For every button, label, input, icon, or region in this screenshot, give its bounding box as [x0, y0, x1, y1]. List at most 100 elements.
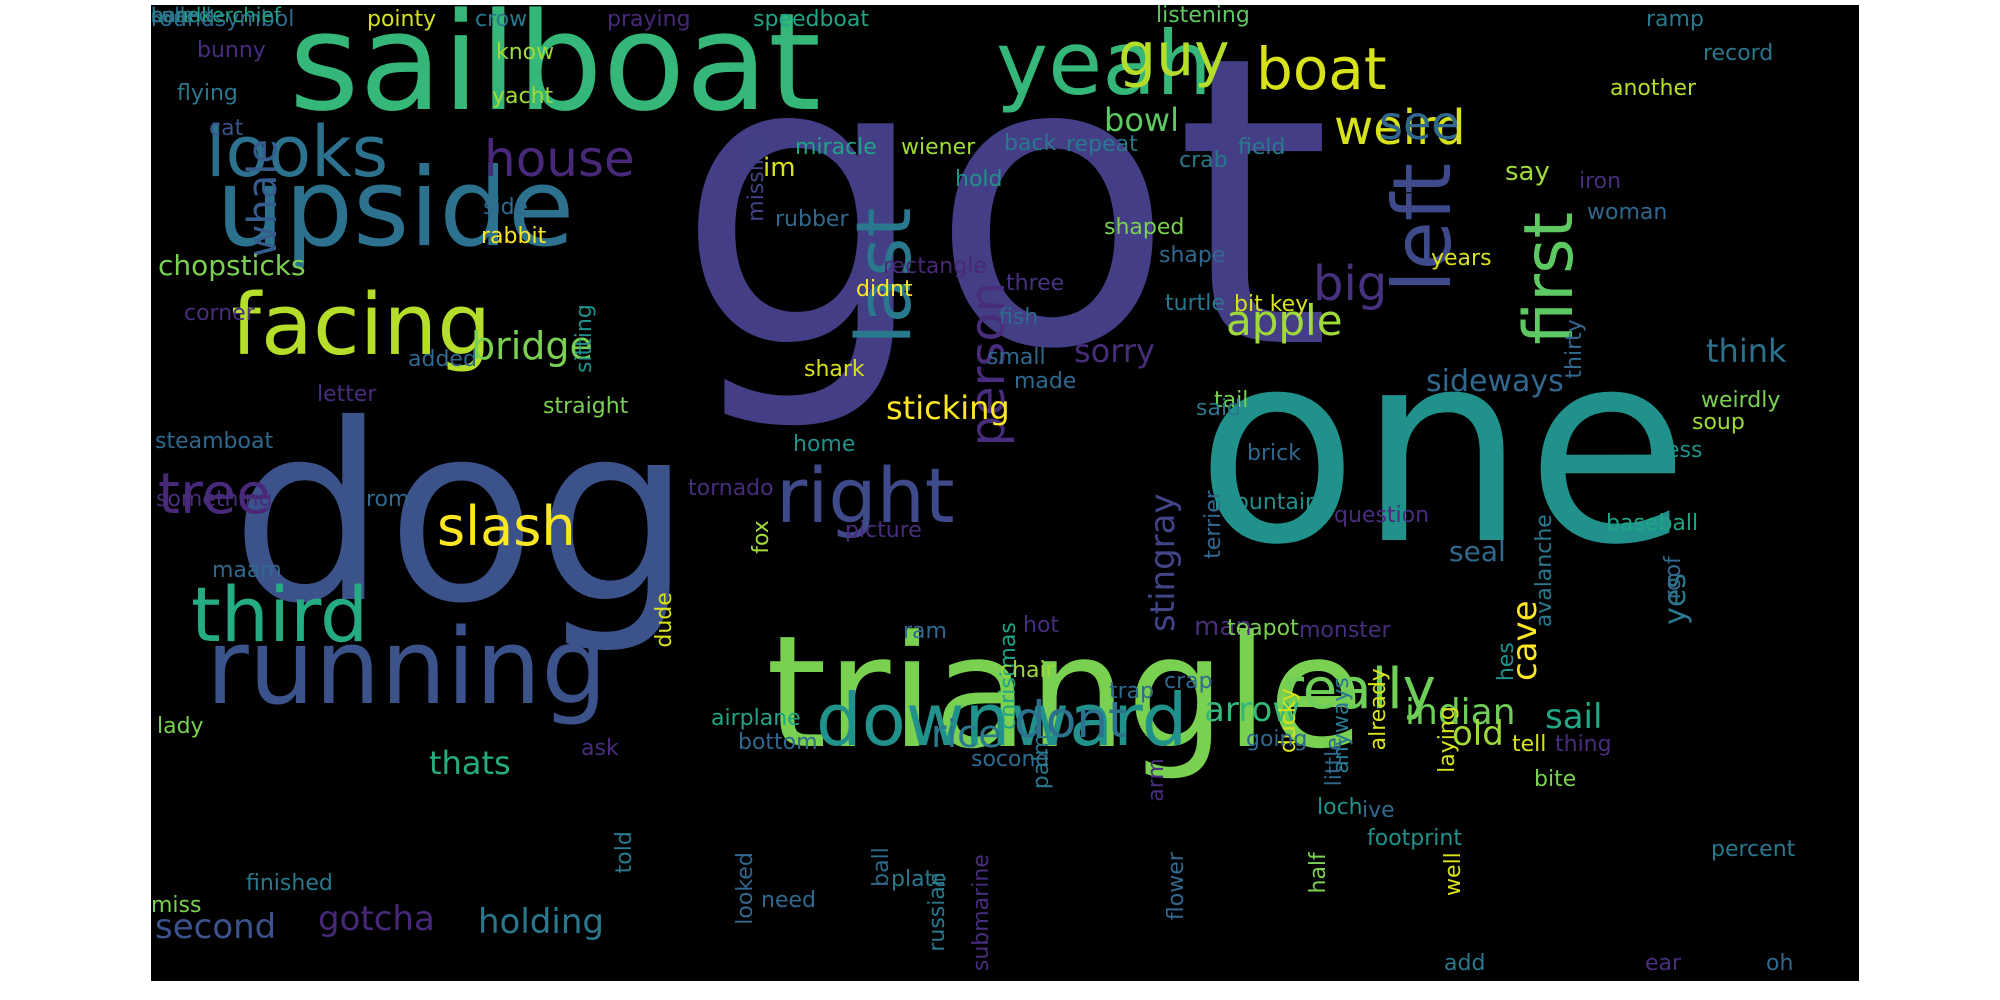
word-crap: crap: [1164, 669, 1213, 694]
word-ramp: ramp: [1646, 7, 1704, 32]
word-facing: facing: [231, 276, 492, 375]
word-lady: lady: [157, 714, 204, 739]
word-field: field: [1238, 135, 1286, 160]
word-added: added: [408, 347, 477, 372]
word-wiener: wiener: [901, 135, 976, 160]
word-praying: praying: [607, 7, 691, 32]
word-slash: slash: [437, 495, 576, 558]
word-flower: flower: [1164, 852, 1189, 921]
word-say: say: [1505, 157, 1550, 187]
word-handkerchief: handkerchief: [151, 5, 281, 27]
word-said: said: [1196, 396, 1242, 421]
word-corner: corner: [184, 301, 255, 326]
word-seal: seal: [1449, 535, 1506, 568]
word-sure: sure: [151, 5, 195, 27]
word-woman: woman: [1587, 200, 1668, 225]
word-ness: ness: [1652, 438, 1703, 463]
word-sticking: sticking: [886, 389, 1010, 427]
word-loch: loch: [1317, 795, 1363, 820]
word-bite: bite: [1534, 767, 1577, 792]
word-holding: holding: [478, 902, 604, 942]
word-plate: plate: [891, 867, 947, 892]
word-well: well: [1441, 852, 1466, 896]
word-airplane: airplane: [711, 706, 801, 731]
word-straight: straight: [543, 394, 629, 419]
word-apple: apple: [1226, 296, 1343, 345]
word-dont: dont: [1014, 691, 1128, 749]
word-speedboat: speedboat: [753, 7, 869, 32]
word-bottom: bottom: [738, 730, 818, 755]
word-think: think: [1706, 332, 1787, 370]
word-home: home: [793, 432, 856, 457]
word-really: really: [1281, 657, 1436, 722]
word-rice: rice: [931, 712, 1002, 756]
word-third: third: [191, 570, 369, 659]
word-looked: looked: [733, 852, 758, 925]
word-sitting: sitting: [572, 304, 597, 374]
word-flying: flying: [177, 81, 238, 106]
word-thirty: thirty: [1562, 319, 1587, 379]
word-running: running: [206, 606, 608, 728]
word-steamboat: steamboat: [155, 429, 274, 454]
word-baseball: baseball: [1606, 511, 1699, 536]
word-shaped: shaped: [1104, 215, 1185, 240]
word-indian: indian: [1405, 692, 1516, 733]
word-little: little: [1322, 737, 1347, 787]
word-layer: got one dog triangle sailboat upside running ye…: [151, 5, 1859, 981]
word-see: see: [1379, 96, 1460, 150]
word-back: back: [1004, 131, 1057, 156]
word-question: question: [1334, 503, 1430, 528]
word-house: house: [484, 130, 635, 188]
word-tree: tree: [158, 462, 271, 527]
word-maam: maam: [212, 558, 282, 583]
word-ear: ear: [1645, 951, 1682, 976]
word-pointy: pointy: [367, 7, 437, 32]
word-chopsticks: chopsticks: [158, 249, 306, 282]
word-made: made: [1014, 369, 1077, 394]
word-footprint: footprint: [1367, 826, 1462, 851]
word-second: second: [155, 907, 277, 947]
word-gotcha: gotcha: [318, 899, 435, 939]
word-monster: monster: [1299, 618, 1391, 643]
word-small: small: [987, 345, 1046, 370]
word-im: im: [763, 153, 796, 183]
word-rabbit: rabbit: [481, 224, 547, 249]
word-arm: arm: [1144, 758, 1169, 802]
word-dude: dude: [652, 592, 677, 648]
word-yacht: yacht: [492, 84, 554, 109]
word-chair: chair: [1000, 658, 1055, 683]
word-turtle: turtle: [1165, 291, 1225, 316]
word-upside: upside: [216, 146, 575, 271]
word-dog: dog: [231, 372, 692, 657]
word-looks: looks: [206, 111, 389, 193]
word-oh: oh: [1766, 951, 1794, 976]
word-already: already: [1366, 668, 1391, 751]
word-rectangle: rectangle: [883, 254, 987, 279]
word-crab: crab: [1179, 148, 1228, 173]
word-need: need: [761, 888, 816, 913]
word-call: call: [151, 5, 186, 27]
word-fox: fox: [749, 520, 774, 554]
word-sorry: sorry: [1074, 332, 1155, 370]
word-finished: finished: [246, 871, 333, 896]
word-sail: sail: [1545, 697, 1603, 737]
word-fish: fish: [999, 305, 1039, 330]
word-sailboat: sailboat: [289, 5, 822, 141]
word-going: going: [1246, 727, 1308, 752]
word-record: record: [1703, 41, 1774, 66]
word-three: three: [1006, 271, 1065, 296]
word-ask: ask: [581, 736, 619, 761]
word-roof: roof: [1661, 556, 1686, 600]
word-triangle: triangle: [766, 602, 1364, 783]
word-weirdly: weirdly: [1701, 388, 1781, 413]
word-got: got: [676, 5, 1332, 437]
word-crow: crow: [475, 7, 528, 32]
word-cloud: got one dog triangle sailboat upside running ye…: [151, 5, 1859, 981]
word-arrow: arrow: [1204, 690, 1301, 730]
word-didnt: didnt: [856, 277, 913, 302]
word-bit-key: bit key: [1234, 292, 1309, 317]
word-repeat: repeat: [1066, 132, 1138, 157]
word-miracle: miracle: [795, 135, 877, 160]
word-soup: soup: [1692, 410, 1745, 435]
word-roundsymbol: roundsymbol: [151, 7, 295, 32]
